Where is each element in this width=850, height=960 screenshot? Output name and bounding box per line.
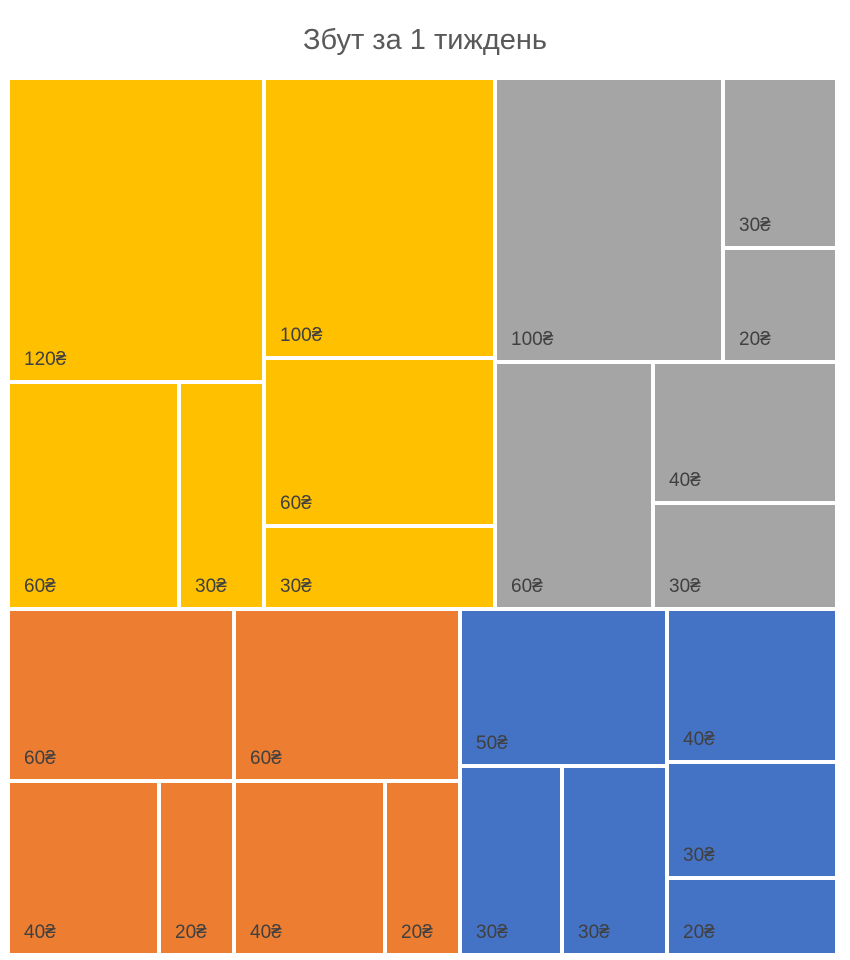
chart-title: Збут за 1 тиждень [302,24,548,56]
treemap-cell-label: 40₴ [24,922,56,943]
treemap-cell [669,611,835,760]
treemap-cell [266,360,493,524]
treemap-cell-label: 20₴ [683,922,715,943]
treemap-cell-label: 40₴ [683,729,715,750]
treemap-cell [10,783,157,953]
treemap-cell-label: 30₴ [280,576,312,597]
treemap-cell [462,768,560,953]
treemap-cells: 120₴ 100₴ 60₴ 60₴ 30₴ 30₴ 100₴ 60₴ 40₴ 30₴ 30₴ 20₴ 6… [10,80,835,953]
treemap-cell-label: 30₴ [739,215,771,236]
treemap-cell [387,783,458,953]
treemap-cell [725,80,835,246]
treemap-cell-label: 40₴ [250,922,282,943]
treemap-cell [266,80,493,356]
treemap-cell [669,880,835,953]
treemap-cell-label: 20₴ [175,922,207,943]
treemap-cell-label: 30₴ [476,922,508,943]
treemap-cell-label: 60₴ [24,576,56,597]
treemap-cell [655,364,835,501]
treemap-cell-label: 120₴ [24,349,67,370]
treemap-cell [497,80,721,360]
treemap-cell [236,783,383,953]
treemap-cell-label: 60₴ [250,748,282,769]
treemap-cell [564,768,665,953]
treemap-cell [10,611,232,779]
treemap-cell [655,505,835,607]
treemap-cell [10,384,177,607]
treemap-cell [725,250,835,360]
treemap-cell-label: 20₴ [401,922,433,943]
treemap-cell-label: 30₴ [683,845,715,866]
treemap-cell [462,611,665,764]
treemap-cell-label: 30₴ [578,922,610,943]
treemap-cell-label: 50₴ [476,733,508,754]
treemap-cell-label: 60₴ [24,748,56,769]
treemap-cell-label: 60₴ [280,493,312,514]
treemap-cell-label: 100₴ [280,325,323,346]
treemap-cell [497,364,651,607]
treemap-cell-label: 40₴ [669,470,701,491]
treemap-cell [669,764,835,876]
treemap-cell-label: 20₴ [739,329,771,350]
treemap-cell-label: 30₴ [195,576,227,597]
treemap-cell [161,783,232,953]
treemap-cell-label: 60₴ [511,576,543,597]
treemap-cell-label: 30₴ [669,576,701,597]
treemap-cell [236,611,458,779]
treemap-cell-label: 100₴ [511,329,554,350]
treemap-cell [10,80,262,380]
treemap-cell [181,384,262,607]
treemap-cell [266,528,493,607]
